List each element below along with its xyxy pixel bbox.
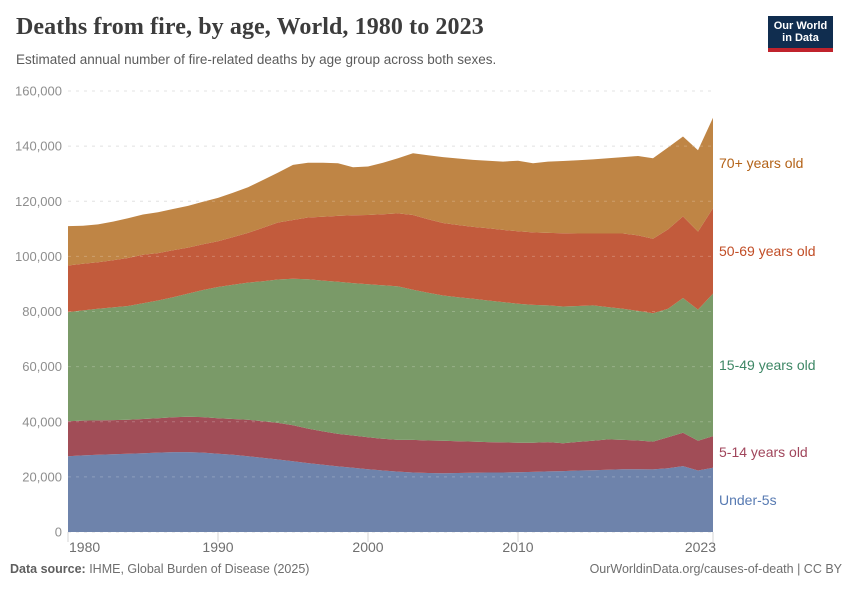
area-under-5s[interactable]	[68, 452, 713, 532]
area-15-49-years-old[interactable]	[68, 278, 713, 444]
y-axis-label: 140,000	[15, 139, 62, 154]
series-label-under-5s[interactable]: Under-5s	[719, 492, 777, 508]
x-axis-label: 1990	[202, 539, 233, 555]
x-axis-label: 2023	[685, 539, 716, 555]
y-axis-label: 80,000	[22, 304, 62, 319]
y-axis-label: 60,000	[22, 359, 62, 374]
series-label-50-69-years-old[interactable]: 50-69 years old	[719, 243, 816, 259]
y-axis-label: 20,000	[22, 469, 62, 484]
area-5-14-years-old[interactable]	[68, 416, 713, 474]
chart-subtitle: Estimated annual number of fire-related …	[16, 52, 497, 67]
data-source-text: IHME, Global Burden of Disease (2025)	[85, 562, 310, 576]
series-label-70-years-old[interactable]: 70+ years old	[719, 155, 803, 171]
series-label-5-14-years-old[interactable]: 5-14 years old	[719, 444, 808, 460]
footer-link[interactable]: OurWorldinData.org/causes-of-death | CC …	[589, 562, 842, 576]
x-axis-label: 2010	[502, 539, 533, 555]
y-axis-label: 100,000	[15, 249, 62, 264]
series-label-15-49-years-old[interactable]: 15-49 years old	[719, 357, 816, 373]
y-axis-label: 120,000	[15, 194, 62, 209]
owid-logo-line2: in Data	[782, 32, 819, 44]
y-axis-label: 160,000	[15, 84, 62, 99]
x-axis-label: 1980	[69, 539, 100, 555]
owid-logo[interactable]: Our World in Data	[768, 16, 833, 52]
area-70-years-old[interactable]	[68, 117, 713, 266]
owid-logo-line1: Our World	[773, 19, 828, 32]
page-title: Deaths from fire, by age, World, 1980 to…	[16, 14, 484, 40]
chart-footer: Data source: IHME, Global Burden of Dise…	[10, 562, 842, 577]
y-axis-label: 0	[55, 525, 62, 540]
data-source: Data source: IHME, Global Burden of Dise…	[10, 562, 309, 577]
x-axis-label: 2000	[352, 539, 383, 555]
y-axis-label: 40,000	[22, 414, 62, 429]
data-source-label: Data source:	[10, 562, 86, 576]
area-50-69-years-old[interactable]	[68, 208, 713, 314]
